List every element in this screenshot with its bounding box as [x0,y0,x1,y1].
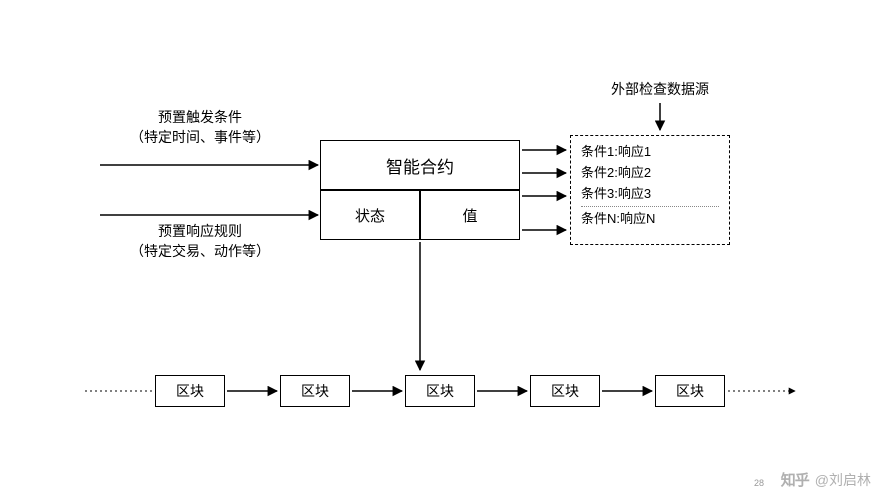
conditions-box: 条件1:响应1 条件2:响应2 条件3:响应3 条件N:响应N [570,135,730,245]
condition-row: 条件N:响应N [581,209,719,230]
trigger-label: 预置触发条件 （特定时间、事件等） [100,108,300,147]
response-title: 预置响应规则 [158,223,242,239]
external-source-label: 外部检查数据源 [590,80,730,100]
contract-state-box: 状态 [320,190,420,240]
page-number: 28 [754,478,764,488]
condition-row: 条件1:响应1 [581,142,719,163]
watermark-author: @刘启林 [815,470,871,490]
block-box: 区块 [280,375,350,407]
condition-row: 条件3:响应3 [581,184,719,205]
block-box: 区块 [655,375,725,407]
condition-row: 条件2:响应2 [581,163,719,184]
zhihu-logo: 知乎 [781,469,809,490]
response-sub: （特定交易、动作等） [130,243,270,259]
block-box: 区块 [155,375,225,407]
contract-value-box: 值 [420,190,520,240]
trigger-title: 预置触发条件 [158,109,242,125]
contract-title-box: 智能合约 [320,140,520,190]
block-box: 区块 [405,375,475,407]
condition-ellipsis [581,206,719,207]
watermark: 知乎 @刘启林 [781,469,871,490]
block-box: 区块 [530,375,600,407]
response-label: 预置响应规则 （特定交易、动作等） [100,222,300,261]
trigger-sub: （特定时间、事件等） [130,129,270,145]
diagram-canvas: 预置触发条件 （特定时间、事件等） 预置响应规则 （特定交易、动作等） 外部检查… [0,0,889,500]
